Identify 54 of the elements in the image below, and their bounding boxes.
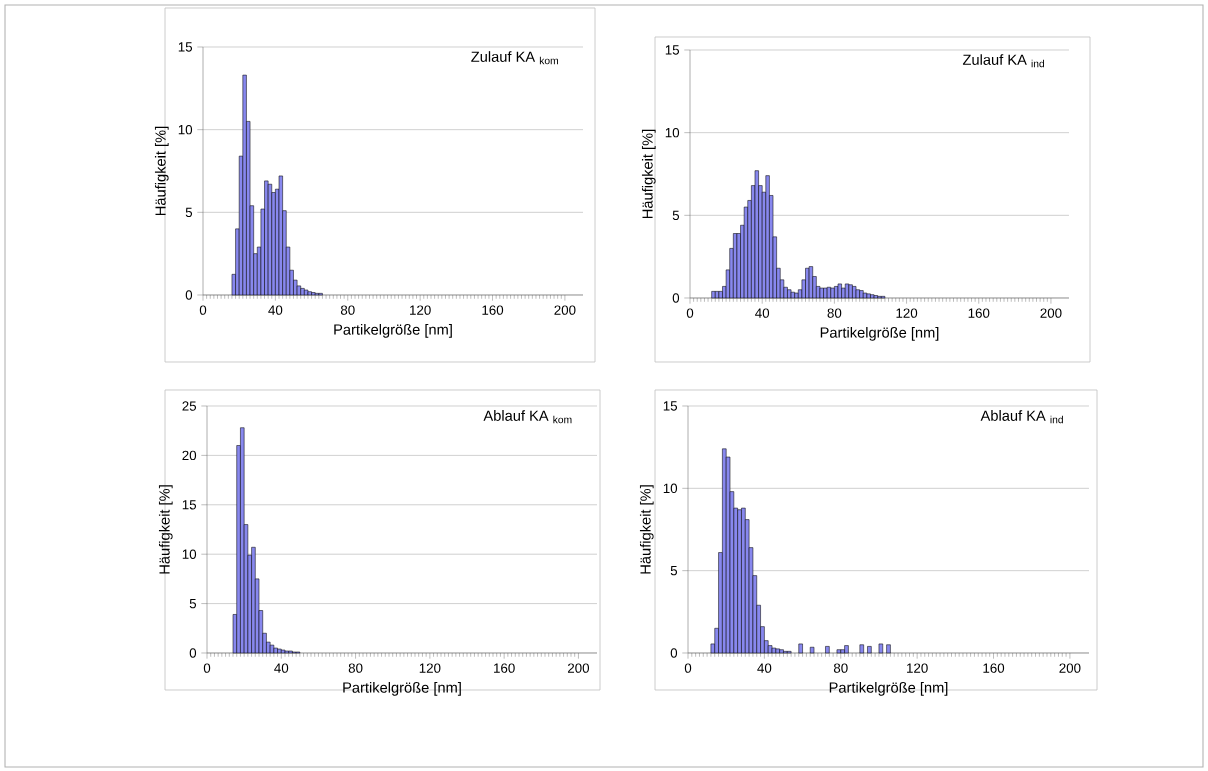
chart-title: Zulauf KA $_{kom}$ bbox=[471, 51, 558, 65]
chart-title: Ablauf KA $_{kom}$ bbox=[483, 410, 572, 424]
x-axis-title: Partikelgröße [nm] bbox=[820, 326, 939, 341]
chart-title: Zulauf KA $_{ind}$ bbox=[962, 54, 1044, 68]
y-tick-label: 5 bbox=[670, 566, 678, 576]
x-tick-label: 40 bbox=[757, 663, 772, 673]
x-tick-label: 120 bbox=[896, 308, 918, 318]
x-tick-label: 200 bbox=[554, 305, 576, 315]
y-tick-label: 15 bbox=[182, 500, 197, 510]
x-axis-title: Partikelgröße [nm] bbox=[829, 681, 948, 696]
x-tick-label: 80 bbox=[340, 305, 355, 315]
x-axis-title: Partikelgröße [nm] bbox=[343, 681, 461, 696]
x-tick-label: 80 bbox=[827, 308, 842, 318]
x-tick-label: 120 bbox=[419, 663, 441, 673]
y-axis-title: Häufigkeit [%] bbox=[154, 126, 169, 216]
y-tick-label: 0 bbox=[189, 648, 197, 658]
x-tick-label: 80 bbox=[348, 663, 363, 673]
y-tick-label: 10 bbox=[665, 127, 680, 138]
x-tick-label: 40 bbox=[755, 308, 770, 318]
x-tick-label: 40 bbox=[274, 663, 289, 673]
x-tick-label: 200 bbox=[1059, 663, 1081, 673]
y-axis-title: Häufigkeit [%] bbox=[641, 129, 656, 219]
x-tick-label: 0 bbox=[203, 663, 211, 673]
x-tick-label: 40 bbox=[268, 305, 283, 315]
y-tick-label: 10 bbox=[182, 549, 197, 559]
x-tick-label: 120 bbox=[907, 663, 928, 673]
x-tick-label: 160 bbox=[482, 305, 504, 315]
y-axis-title: Häufigkeit [%] bbox=[158, 485, 173, 574]
y-tick-label: 20 bbox=[182, 450, 197, 461]
y-tick-label: 0 bbox=[185, 290, 193, 300]
y-tick-label: 5 bbox=[672, 210, 680, 220]
y-tick-label: 10 bbox=[178, 124, 193, 135]
x-axis-title: Partikelgröße [nm] bbox=[334, 323, 452, 338]
y-tick-label: 0 bbox=[670, 648, 678, 658]
x-tick-label: 200 bbox=[1040, 308, 1062, 318]
y-tick-label: 15 bbox=[663, 401, 678, 411]
y-tick-label: 5 bbox=[189, 598, 197, 609]
y-tick-label: 15 bbox=[665, 45, 680, 55]
x-tick-label: 120 bbox=[410, 305, 431, 315]
y-tick-label: 5 bbox=[185, 207, 193, 217]
x-tick-label: 0 bbox=[199, 305, 207, 315]
x-tick-label: 160 bbox=[983, 663, 1005, 673]
x-tick-label: 160 bbox=[494, 663, 515, 673]
x-tick-label: 0 bbox=[684, 663, 692, 673]
chart-title: Ablauf KA $_{ind}$ bbox=[980, 410, 1063, 424]
y-tick-label: 15 bbox=[178, 42, 193, 52]
x-tick-label: 200 bbox=[567, 663, 590, 673]
x-tick-label: 80 bbox=[833, 663, 848, 673]
y-tick-label: 10 bbox=[663, 483, 678, 494]
y-tick-label: 25 bbox=[182, 401, 197, 411]
x-tick-label: 0 bbox=[686, 308, 694, 318]
x-tick-label: 160 bbox=[968, 308, 990, 318]
y-tick-label: 0 bbox=[672, 293, 680, 303]
y-axis-title: Häufigkeit [%] bbox=[639, 485, 654, 574]
